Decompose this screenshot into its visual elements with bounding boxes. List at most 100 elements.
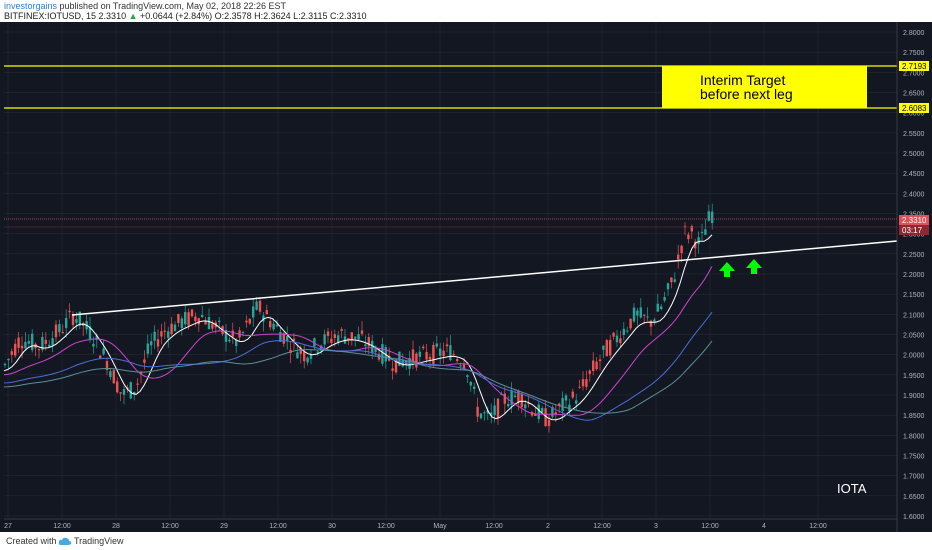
price-tick-label: 2.2000 [903,272,925,279]
candle [343,328,347,345]
candle [537,400,540,424]
countdown-label: 03:17 [899,225,929,235]
up-arrow-icon [746,259,762,274]
candle [507,395,510,408]
ma-mid-line [3,266,713,416]
candle [622,322,625,341]
tradingview-brand[interactable]: TradingView [74,536,124,546]
price-tick-label: 2.8000 [903,30,925,37]
price-tick-label: 2.7000 [903,70,925,77]
candle [677,245,680,269]
price-tick-label: 2.3000 [903,232,925,239]
candle [258,298,262,315]
change-up-icon: ▲ [128,11,138,21]
candle [503,386,506,414]
chart-header: investorgains published on TradingView.c… [0,0,932,22]
time-tick-label: 12:00 [701,523,719,530]
price-tick-label: 1.7000 [903,474,925,481]
candle [660,303,663,311]
candle [578,379,581,389]
candle [527,395,530,408]
last-price-label: 2.3310 [899,215,929,225]
candle [255,297,258,311]
svg-text:2.7193: 2.7193 [902,62,927,71]
candle [711,203,714,230]
candle [112,368,115,384]
candle [700,223,704,241]
candle [326,327,330,344]
price-tick-label: 1.6500 [903,494,925,501]
price-chart[interactable]: Interim Target before next leg 2.8000 2.7… [0,22,932,532]
candle [466,374,469,383]
candle [139,370,143,384]
candle [449,335,452,362]
candle [364,335,367,354]
candle [245,315,248,328]
candle [598,354,602,371]
candle [68,303,71,319]
candle [483,410,486,421]
candle [554,404,557,422]
price-tick-label: 2.5000 [903,151,925,158]
candle [61,324,64,334]
candle [265,304,268,315]
candle [27,334,30,347]
candle [228,336,231,343]
candle [48,340,51,348]
candle [54,320,58,343]
candle [330,330,333,346]
candle [432,341,435,368]
price-tick-label: 2.1000 [903,312,925,319]
candle [656,294,659,312]
candle [653,317,656,326]
candle [687,232,690,244]
time-tick-label: 12:00 [377,523,395,530]
candle [609,335,612,359]
author-link[interactable]: investorgains [4,1,58,11]
candle [180,316,183,336]
candle [697,231,700,254]
candle [452,350,455,357]
moving-averages [3,234,713,421]
candle [109,368,112,381]
candle [473,382,476,394]
candle [262,311,265,332]
candle [279,327,282,342]
candle [524,400,527,418]
ma-fast-line [3,234,713,421]
trendline[interactable] [71,240,898,316]
price-tick-label: 1.9500 [903,373,925,380]
price-tick-label: 2.0000 [903,353,925,360]
ma-slow-line [3,311,713,421]
candle [14,338,17,358]
candle [88,317,92,343]
candle [588,369,591,382]
target-box[interactable] [662,66,867,108]
candle [323,329,326,350]
target-text-line2: before next leg [700,86,793,102]
price-tick-label: 1.9000 [903,393,925,400]
time-tick-label: 12:00 [593,523,611,530]
chart-grid [4,22,897,518]
time-tick-label: 28 [112,523,120,530]
price-tick-label: 2.6000 [903,111,925,118]
candle [520,391,523,414]
candles [3,203,714,433]
candle [639,298,642,319]
candle [146,334,149,358]
candle [541,405,544,414]
footer: Created with TradingView [0,532,932,550]
candle [51,331,54,353]
candle [575,393,578,411]
candle [177,313,180,327]
candle [683,222,687,236]
candle [401,353,404,368]
candle [65,309,68,338]
candle [136,378,139,394]
candle [170,316,173,336]
time-tick-label: 3 [654,523,658,530]
candle [153,325,156,350]
candle [211,320,214,332]
candle [194,312,197,327]
candle [197,317,200,332]
